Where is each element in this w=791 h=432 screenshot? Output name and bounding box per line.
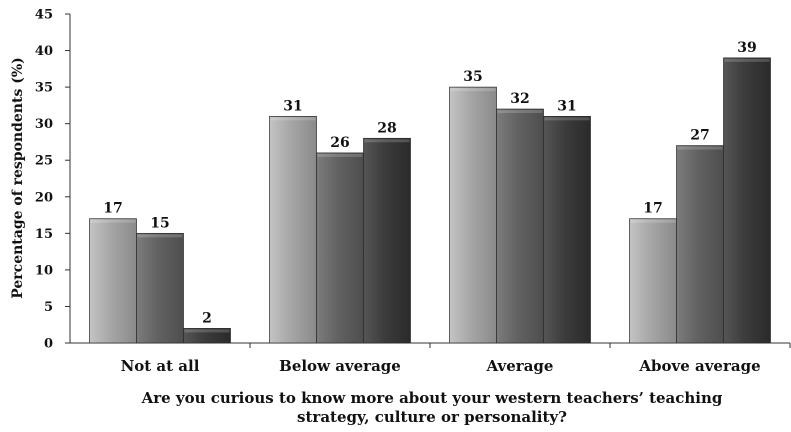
bars bbox=[89, 57, 771, 344]
bar-bevel bbox=[497, 110, 543, 114]
y-tick-label: 10 bbox=[35, 263, 53, 278]
bar-bevel bbox=[724, 58, 770, 62]
bar-bevel bbox=[184, 329, 230, 333]
bar-bevel bbox=[677, 146, 723, 150]
y-tick-label: 45 bbox=[35, 8, 53, 23]
y-tick-label: 0 bbox=[44, 337, 53, 352]
y-axis-label: Percentage of respondents (%) bbox=[10, 57, 26, 299]
y-tick-label: 25 bbox=[35, 154, 53, 169]
category-labels: Not at all Below average Average Above aver… bbox=[121, 357, 761, 375]
y-tick-label: 5 bbox=[44, 300, 53, 315]
data-label: 32 bbox=[510, 91, 529, 107]
y-tick-labels: 0 5 10 15 20 25 30 35 40 45 bbox=[35, 8, 53, 352]
data-label: 17 bbox=[103, 201, 122, 217]
bar bbox=[269, 116, 317, 344]
y-tick-label: 35 bbox=[35, 81, 53, 96]
y-tick-label: 40 bbox=[35, 44, 53, 59]
bar-bevel bbox=[630, 219, 676, 223]
category-label: Average bbox=[486, 357, 554, 375]
data-label: 39 bbox=[737, 40, 756, 56]
bar bbox=[183, 328, 231, 344]
bar-bevel bbox=[364, 139, 410, 143]
bar-bevel bbox=[270, 117, 316, 121]
bar bbox=[496, 108, 544, 344]
category-label: Above average bbox=[638, 357, 760, 375]
bar bbox=[676, 145, 724, 344]
bar bbox=[316, 152, 364, 344]
bar bbox=[543, 116, 591, 344]
bar-bevel bbox=[137, 234, 183, 238]
data-label: 28 bbox=[377, 120, 396, 136]
bar bbox=[89, 218, 137, 344]
y-tick-label: 15 bbox=[35, 227, 53, 242]
data-label: 27 bbox=[690, 128, 709, 144]
x-axis-title-line-1: Are you curious to know more about your … bbox=[141, 389, 723, 407]
x-axis-title-line-2: strategy, culture or personality? bbox=[297, 408, 567, 426]
data-label: 35 bbox=[463, 69, 482, 85]
category-label: Not at all bbox=[121, 357, 200, 375]
y-tick-label: 20 bbox=[35, 190, 53, 205]
bar-bevel bbox=[450, 88, 496, 92]
data-label: 15 bbox=[150, 215, 169, 231]
category-label: Below average bbox=[279, 357, 401, 375]
bar bbox=[363, 137, 411, 344]
bar bbox=[449, 86, 497, 344]
data-label: 26 bbox=[330, 135, 349, 151]
data-labels: 17 15 2 31 26 28 35 32 31 17 27 39 bbox=[103, 40, 756, 327]
bar-bevel bbox=[544, 117, 590, 121]
data-label: 17 bbox=[643, 201, 662, 217]
bar-bevel bbox=[90, 219, 136, 223]
data-label: 31 bbox=[283, 98, 302, 114]
bar bbox=[723, 57, 771, 344]
bar bbox=[136, 232, 184, 344]
bar-bevel bbox=[317, 153, 363, 157]
data-label: 2 bbox=[202, 310, 212, 326]
bar bbox=[629, 218, 677, 344]
y-tick-label: 30 bbox=[35, 117, 53, 132]
data-label: 31 bbox=[557, 98, 576, 114]
